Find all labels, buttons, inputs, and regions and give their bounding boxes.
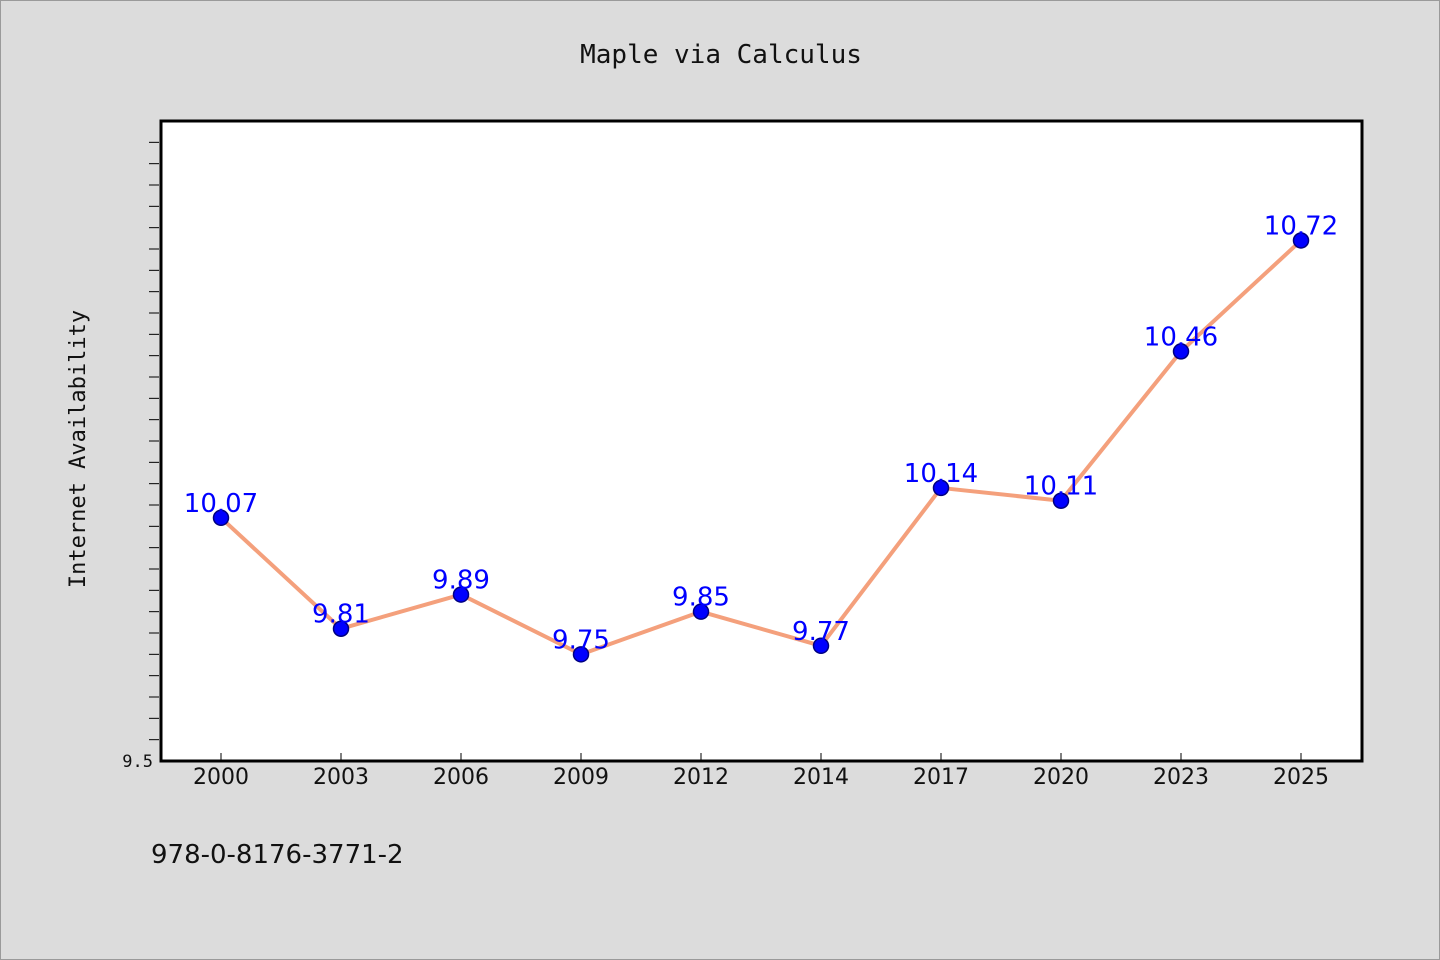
data-label: 9.77 [792, 617, 850, 647]
data-label: 10.46 [1144, 322, 1218, 352]
x-axis-ticks [220, 753, 1302, 761]
data-label: 9.81 [312, 600, 370, 630]
x-tick-label: 2000 [193, 765, 249, 790]
chart-title: Maple via Calculus [580, 40, 862, 70]
y-tick-label: 9.5 [122, 752, 153, 772]
data-label: 10.07 [184, 489, 258, 519]
x-tick-label: 2023 [1153, 765, 1209, 790]
x-tick-label: 2012 [673, 765, 729, 790]
x-tick-label: 2006 [433, 765, 489, 790]
data-label: 10.14 [904, 459, 978, 489]
x-axis-tick-labels: 2000 2003 2006 2009 2012 2014 2017 2020 2023 2025 [193, 765, 1329, 790]
plot-area [159, 119, 1364, 763]
data-label: 10.11 [1024, 472, 1098, 502]
data-point [932, 479, 950, 497]
data-point [452, 586, 470, 603]
data-label: 9.89 [432, 566, 490, 596]
x-tick-label: 2014 [793, 765, 849, 790]
data-point [1292, 232, 1310, 249]
isbn-text: 978-0-8176-3771-2 [151, 840, 404, 870]
x-tick-label: 2009 [553, 765, 609, 790]
data-point [692, 603, 710, 620]
data-label: 9.85 [672, 583, 730, 613]
x-tick-label: 2020 [1033, 765, 1089, 790]
x-tick-label: 2025 [1273, 765, 1329, 790]
series-line [219, 238, 1303, 657]
data-label: 9.75 [552, 625, 610, 655]
data-point [1172, 343, 1190, 360]
data-markers [212, 232, 1310, 663]
data-point [332, 620, 350, 637]
y-axis-label: Internet Availability [66, 310, 91, 588]
x-tick-label: 2017 [913, 765, 969, 790]
data-labels: 10.07 9.81 9.89 9.75 9.85 9.77 10.14 10.11 10.46… [184, 211, 1338, 655]
y-axis-ticks [149, 141, 159, 741]
data-point [212, 509, 230, 527]
data-point [572, 646, 590, 663]
data-label: 10.72 [1264, 211, 1338, 241]
data-point [812, 637, 830, 655]
x-tick-label: 2003 [313, 765, 369, 790]
data-point [1052, 492, 1070, 509]
